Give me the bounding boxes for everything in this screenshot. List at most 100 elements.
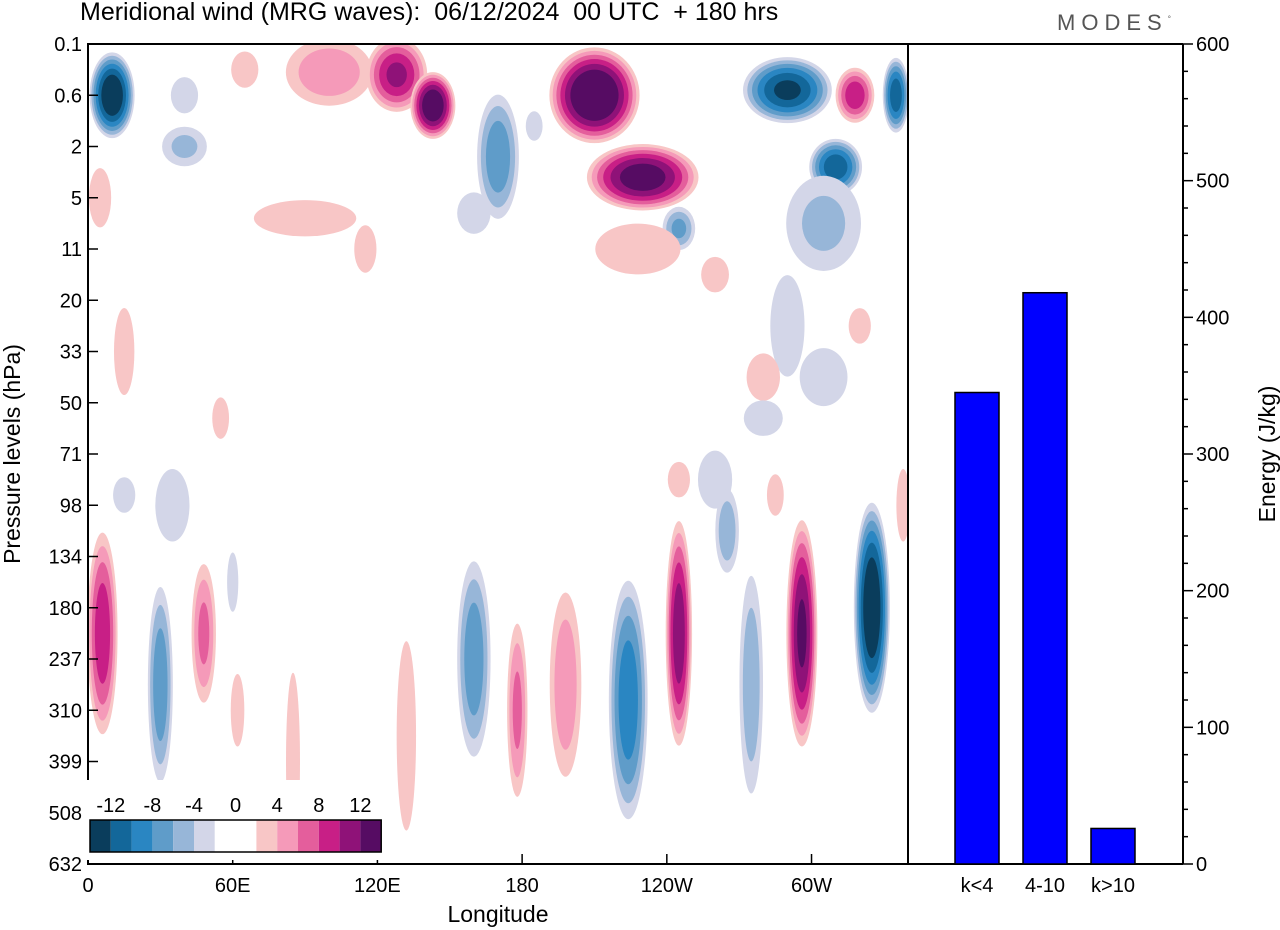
contour-feature: [253, 200, 357, 237]
contour-band: [554, 619, 577, 750]
colorbar-label: 4: [272, 795, 283, 817]
energy-tick-label: 200: [1196, 581, 1229, 603]
contour-band: [101, 74, 123, 116]
contour-band: [422, 89, 444, 122]
bar-category-label: k>10: [1091, 875, 1135, 897]
energy-tick-label: 500: [1196, 171, 1229, 193]
contour-feature: [525, 111, 543, 141]
y-tick-label: 134: [49, 547, 82, 569]
contour-feature: [162, 126, 207, 167]
y-tick-label: 180: [49, 598, 82, 620]
contour-band: [890, 78, 902, 112]
y-tick-label: 237: [49, 649, 82, 671]
contour-band: [618, 640, 638, 760]
y-tick-label: 508: [49, 803, 82, 825]
contour-band: [212, 397, 230, 439]
y-axis-label: Pressure levels (hPa): [0, 344, 25, 564]
colorbar-swatch: [131, 820, 153, 852]
y-tick-label: 0.1: [54, 34, 82, 56]
contour-band: [153, 628, 168, 742]
contour-feature: [701, 256, 729, 293]
energy-tick-label: 400: [1196, 307, 1229, 329]
contour-band: [718, 501, 736, 561]
contour-band: [845, 81, 865, 110]
contour-band: [88, 168, 112, 228]
contour-feature: [212, 397, 230, 439]
contour-band: [485, 120, 511, 193]
contour-feature: [477, 94, 519, 219]
y-tick-label: 0.6: [54, 85, 82, 107]
y-tick-label: 20: [60, 290, 82, 312]
contour-band: [595, 223, 681, 275]
y-tick-label: 632: [49, 854, 82, 876]
contour-feature: [667, 461, 690, 498]
colorbar: -12 -8 -4 0 4 8 12: [86, 780, 386, 860]
y-tick-label: 71: [60, 444, 82, 466]
contour-feature: [799, 348, 848, 407]
contour-feature: [608, 580, 648, 820]
contour-feature: [766, 474, 784, 516]
brand-text: MODES: [1057, 10, 1168, 35]
contour-feature: [88, 168, 112, 228]
contour-band: [823, 154, 848, 180]
colorbar-swatch: [214, 820, 236, 852]
contour-band: [231, 51, 259, 88]
energy-tick-label: 300: [1196, 444, 1229, 466]
bar-2: [1090, 827, 1136, 865]
y-tick-label: 98: [60, 495, 82, 517]
contour-feature: [191, 564, 216, 703]
contour-band: [848, 308, 871, 344]
colorbar-label: -12: [96, 795, 125, 817]
y-tick-label: 33: [60, 342, 82, 364]
contour-band: [766, 474, 784, 516]
colorbar-swatch: [256, 820, 278, 852]
modes-logo: MODES°: [1057, 10, 1171, 36]
contour-band: [464, 602, 484, 716]
contour-feature: [770, 275, 805, 377]
x-tick-label: 180: [505, 875, 538, 897]
y-tick-label: 11: [61, 239, 82, 261]
contour-band: [512, 671, 522, 749]
contour-feature: [155, 469, 190, 542]
contour-band: [155, 469, 190, 542]
contour-feature: [848, 308, 871, 344]
contour-feature: [746, 353, 780, 401]
contour-feature: [549, 592, 582, 777]
chart-title: Meridional wind (MRG waves): 06/12/2024 …: [80, 0, 779, 26]
colorbar-swatch: [173, 820, 194, 852]
contour-feature: [113, 308, 135, 395]
x-axis-label: Longitude: [447, 901, 548, 927]
contour-feature: [549, 47, 640, 144]
contour-band: [743, 400, 783, 436]
contour-feature: [231, 51, 259, 88]
contour-band: [113, 477, 136, 513]
heatmap-axes: 0.1 0.6 2 5 11 20 33 50 71 98 134 180 237 310 399 508 63…: [49, 34, 909, 897]
contour-band: [801, 195, 846, 251]
y-tick-label: 5: [71, 188, 82, 210]
contour-feature: [230, 674, 245, 747]
x-tick-label: 0: [82, 875, 93, 897]
contour-feature: [715, 489, 739, 573]
contour-band: [396, 641, 417, 831]
contour-feature: [743, 400, 783, 436]
contour-feature: [89, 52, 135, 139]
bar-category-label: k<4: [961, 875, 994, 897]
colorbar-swatch: [360, 820, 382, 852]
y-tick-label: 50: [60, 393, 82, 415]
colorbar-label: 12: [349, 795, 371, 817]
colorbar-label: 8: [313, 795, 324, 817]
contour-band: [354, 225, 377, 273]
contour-feature: [739, 575, 764, 794]
contour-feature: [410, 72, 456, 139]
contour-feature: [170, 77, 199, 114]
energy-tick-label: 0: [1196, 854, 1207, 876]
contour-band: [896, 469, 908, 542]
energy-tick-label: 100: [1196, 717, 1229, 739]
contour-band: [742, 607, 760, 762]
y-tick-label: 310: [49, 700, 82, 722]
colorbar-label: -8: [144, 795, 162, 817]
contour-feature: [396, 641, 417, 831]
y-tick-label: 2: [71, 137, 82, 159]
contour-feature: [457, 192, 491, 234]
x-tick-label: 120E: [354, 875, 401, 897]
